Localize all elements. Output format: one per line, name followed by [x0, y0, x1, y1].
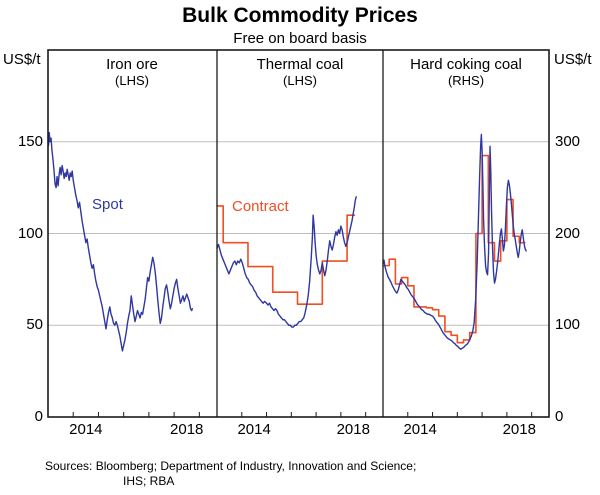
x-tick-label: 2014: [403, 421, 437, 438]
source-note-line-2: IHS; RBA: [123, 474, 175, 488]
x-tick-label: 2018: [502, 421, 536, 438]
panel-header-iron-ore: Iron ore (LHS): [47, 56, 217, 88]
x-tick-label: 2014: [237, 421, 271, 438]
y-tick-label-right: 200: [555, 224, 581, 242]
spot-series-label: Spot: [92, 196, 123, 213]
panel-title: Hard coking coal: [410, 56, 522, 73]
y-tick-label-right: 100: [555, 316, 581, 334]
panel-scale-label: (LHS): [115, 73, 149, 88]
y-tick-label-left: 100: [17, 224, 43, 242]
left-axis-unit-label: US$/t: [3, 51, 41, 68]
chart-subtitle: Free on board basis: [233, 30, 367, 47]
panel-header-hard-coking-coal: Hard coking coal (RHS): [381, 56, 551, 88]
right-axis-unit-label: US$/t: [554, 51, 592, 68]
panel-scale-label: (RHS): [447, 73, 485, 88]
source-note-line-1: Sources: Bloomberg; Department of Indust…: [45, 459, 417, 473]
panel-title: Thermal coal: [256, 56, 344, 73]
panel-header-thermal-coal: Thermal coal (LHS): [215, 56, 385, 88]
x-tick-label: 2018: [336, 421, 370, 438]
panel-title: Iron ore: [106, 56, 158, 73]
y-tick-label-left: 0: [34, 408, 43, 425]
contract-series-label: Contract: [232, 198, 289, 215]
x-tick-label: 2018: [170, 421, 204, 438]
panel-scale-label: (LHS): [283, 73, 317, 88]
y-tick-label-left: 50: [26, 316, 43, 334]
y-tick-label-right: 300: [555, 132, 581, 150]
x-tick-label: 2014: [69, 421, 103, 438]
y-tick-label-right: 0: [555, 408, 564, 425]
y-tick-label-left: 150: [17, 132, 43, 150]
chart-title: Bulk Commodity Prices: [182, 4, 418, 27]
